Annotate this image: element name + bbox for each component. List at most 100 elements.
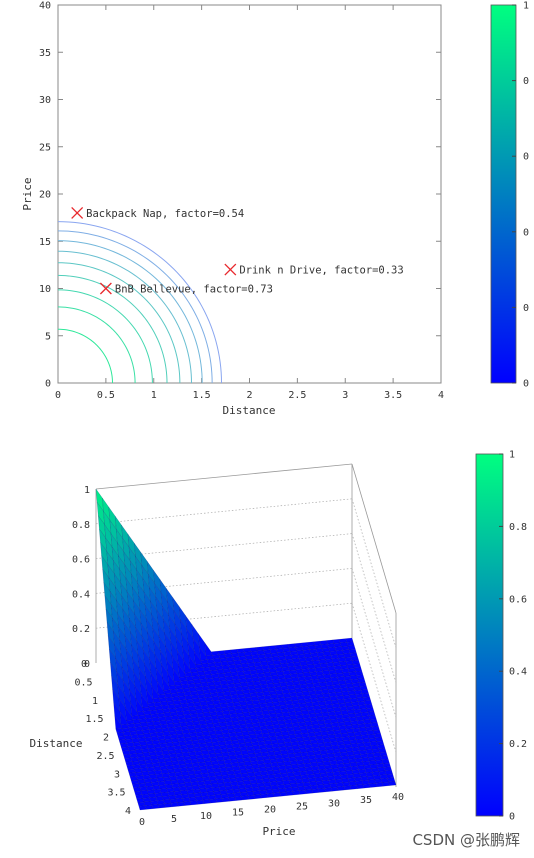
point-label: Backpack Nap, factor=0.54 — [86, 208, 244, 220]
surface-cell — [198, 697, 207, 703]
surface-cell — [214, 771, 223, 777]
surface-cell — [318, 659, 327, 664]
surface-cell — [163, 799, 172, 804]
y-tick-label: 15 — [39, 237, 51, 248]
surface-cell — [328, 779, 337, 785]
surface-cell — [276, 780, 285, 786]
surface-cell — [343, 698, 352, 704]
x-tick-label: 3.5 — [384, 390, 402, 401]
point-marker — [99, 282, 112, 295]
surface-cell — [137, 779, 146, 784]
surface-cell — [309, 648, 318, 654]
surface-cell — [269, 736, 278, 741]
surface-cell — [188, 774, 197, 779]
surface-cell — [302, 736, 311, 742]
surface-cell — [161, 792, 169, 797]
surface-cell — [325, 704, 334, 709]
surface-cell — [129, 753, 138, 759]
surface-cell — [267, 774, 276, 779]
surface-cell — [160, 746, 169, 752]
surface-cell — [330, 786, 339, 792]
surface-cell — [253, 794, 262, 799]
surface-cell — [275, 690, 284, 695]
surface-cell — [212, 722, 221, 728]
surface-cell — [223, 782, 232, 787]
surface-cell — [262, 755, 270, 761]
surface-cell — [232, 743, 240, 749]
surface-cell — [300, 729, 309, 734]
contour-line — [57, 221, 223, 384]
surface-cell — [254, 752, 263, 758]
surface-cell — [359, 749, 368, 755]
surface-cell — [300, 706, 308, 712]
surface-cell — [343, 762, 352, 768]
surface-cell — [335, 669, 343, 674]
surface-cell — [179, 699, 188, 705]
surface-cell — [230, 694, 239, 700]
contour-colorbar-ticks: 1 0 0 0 0 0 — [512, 1, 529, 390]
surface-y-axis-label: Distance — [30, 737, 83, 750]
surface-cell — [187, 793, 196, 798]
surface-cell — [370, 745, 379, 750]
surface-cell — [221, 774, 230, 780]
surface-cell — [224, 695, 233, 700]
surface-cell — [377, 744, 386, 750]
surface-cell — [254, 684, 262, 690]
surface-cell — [333, 684, 341, 690]
surface-cell — [354, 776, 362, 782]
surface-cell — [227, 706, 236, 711]
surface-cell — [308, 690, 317, 696]
surface-cell — [241, 663, 249, 668]
surface-cell — [337, 676, 346, 682]
surface-y-tick-label: 0.5 — [74, 677, 92, 688]
surface-cell — [304, 721, 313, 726]
surface-cell — [311, 788, 320, 794]
surface-cell — [176, 711, 185, 716]
surface-cell — [174, 794, 183, 800]
surface-cell — [167, 746, 175, 751]
surface-cell — [326, 707, 335, 713]
z-gridline — [351, 498, 397, 648]
surface-cell — [241, 731, 250, 736]
surface-cell — [219, 657, 228, 663]
surface-cell — [165, 784, 174, 789]
surface-cell — [242, 712, 251, 717]
surface-cell — [149, 774, 157, 779]
surface-cell — [310, 652, 319, 658]
surface-cell — [263, 649, 272, 655]
surface-cell — [180, 748, 189, 754]
surface-cell — [313, 640, 322, 646]
surface-cell — [318, 678, 326, 683]
surface-cell — [167, 704, 176, 709]
surface-cell — [330, 718, 338, 724]
surface-cell — [302, 713, 311, 719]
surface-cell — [170, 802, 179, 808]
surface-cell — [348, 690, 356, 696]
surface-cell — [175, 707, 184, 713]
surface-cell — [254, 729, 263, 735]
surface-cell — [323, 674, 332, 679]
surface-cell — [183, 714, 192, 719]
surface-cell — [271, 698, 280, 703]
y-tick-label: 5 — [45, 331, 51, 342]
x-tick-label: 0 — [55, 390, 61, 401]
surface-cell — [351, 724, 360, 729]
surface-cell — [172, 764, 181, 770]
surface-chart: 0 5 10 15 20 25 30 35 4000.511.522.533.5400.20.4… — [30, 450, 528, 839]
surface-cell — [211, 741, 220, 747]
surface-cell — [244, 696, 253, 702]
surface-cell — [196, 799, 205, 805]
surface-cell — [339, 729, 348, 734]
surface-cell — [159, 788, 168, 793]
surface-cell — [129, 776, 138, 781]
surface-cell — [345, 724, 353, 730]
surface-cell — [314, 644, 323, 650]
surface-cell — [267, 751, 276, 756]
surface-cell — [326, 749, 334, 755]
surface-cell — [320, 708, 329, 713]
z-gridline — [351, 568, 397, 718]
surface-cell — [368, 779, 376, 784]
surface-cell — [290, 783, 298, 788]
surface-cell — [283, 738, 292, 744]
surface-cell — [168, 795, 177, 800]
